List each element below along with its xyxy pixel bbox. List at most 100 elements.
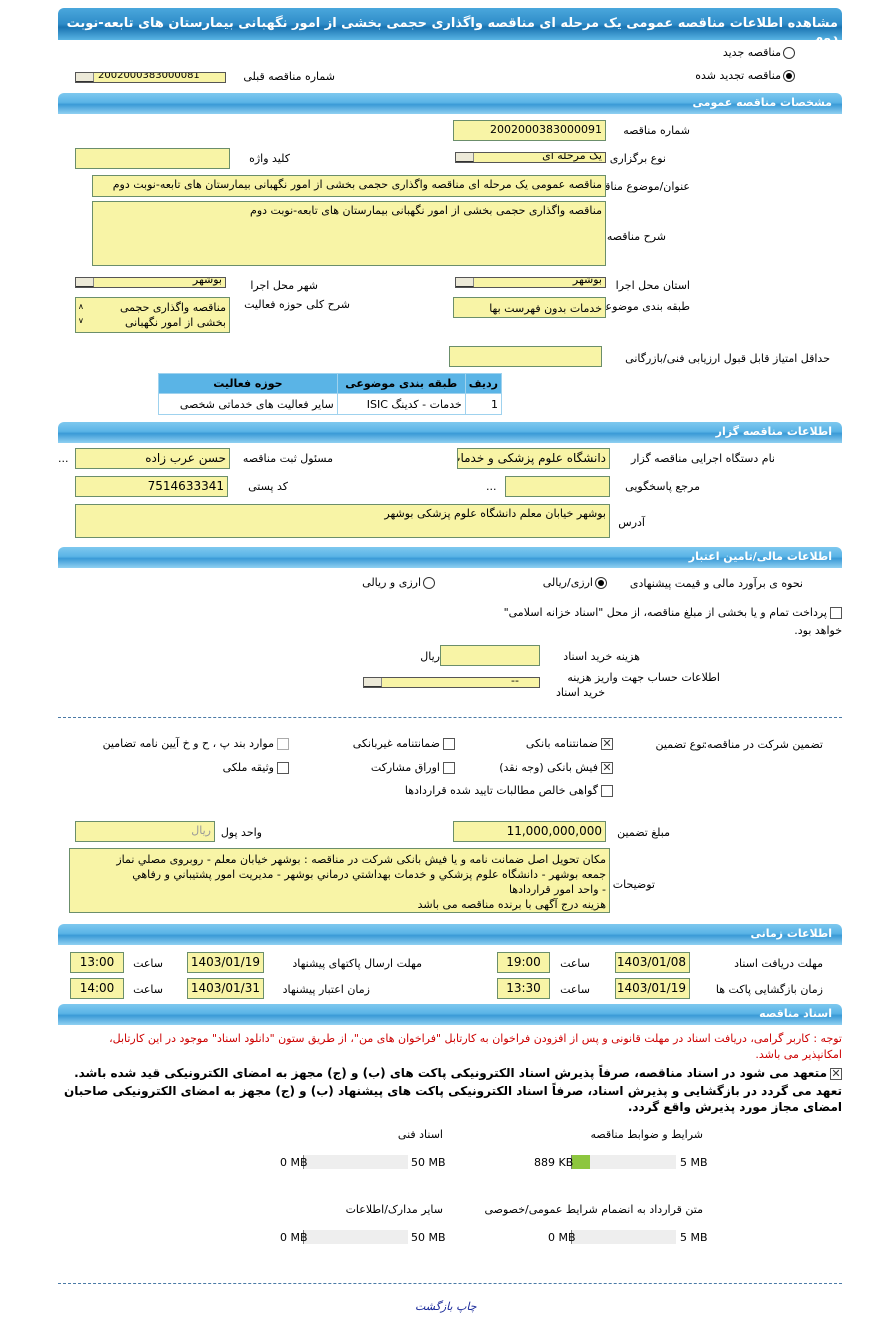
estimate-label: نحوه ی برآورد مالی و قیمت پیشنهادی [629, 577, 803, 590]
page-title: مشاهده اطلاعات مناقصه عمومی یک مرحله ای … [58, 8, 842, 46]
guarantee-option[interactable]: اوراق مشارکت [371, 761, 455, 774]
send-label: مهلت ارسال پاکتهای پیشنهاد [292, 957, 422, 970]
subject-field[interactable]: مناقصه عمومی یک مرحله ای مناقصه واگذاری … [92, 175, 606, 197]
validity-date[interactable]: 1403/01/31 [187, 978, 264, 999]
tender-number-field[interactable]: 2002000383000091 [453, 120, 606, 141]
table-header-row: ردیف طبقه بندی موضوعی حوزه فعالیت [158, 373, 503, 394]
address-textarea[interactable]: بوشهر خیابان معلم دانشگاه علوم پزشکی بوش… [75, 504, 610, 538]
doc-cost-field[interactable] [440, 645, 540, 666]
postal-field[interactable]: 7514633341 [75, 476, 228, 497]
guarantee-option[interactable]: گواهی خالص مطالبات تایید شده قراردادها [405, 784, 613, 797]
guarantee-type-label: نوع تضمین [655, 738, 705, 751]
account-select[interactable]: -- [363, 677, 540, 688]
dropdown-button-icon[interactable] [364, 678, 382, 687]
open-time[interactable]: 13:30 [497, 978, 550, 999]
footer-divider [58, 1283, 842, 1284]
checkbox-checked-icon[interactable]: ✕ [601, 737, 613, 750]
activity-desc-listbox[interactable]: مناقصه واگذاری حجمی بخشی از امور نگهبانی… [75, 297, 230, 333]
doc-receive-label: مهلت دریافت اسناد [734, 957, 823, 970]
file-progress-bar [571, 1155, 676, 1169]
keyword-field[interactable] [75, 148, 230, 169]
responsible-more-button[interactable]: ... [58, 452, 69, 465]
radio-new-tender[interactable]: مناقصه جدید [723, 46, 795, 59]
checkbox-disabled-icon[interactable] [277, 738, 289, 750]
description-textarea[interactable]: مناقصه واگذاری حجمی بخشی از امور نگهبانی… [92, 201, 606, 266]
file-size: 889 KB [534, 1156, 574, 1169]
guarantee-option[interactable]: ✕فیش بانکی (وجه نقد) [499, 761, 613, 774]
province-select[interactable]: بوشهر [455, 277, 606, 288]
description-label: شرح مناقصه [606, 230, 666, 243]
keyword-label: کلید واژه [249, 152, 290, 165]
file-progress-bar [303, 1230, 408, 1244]
reference-label: مرجع پاسخگویی [625, 480, 700, 493]
section-organizer-header: اطلاعات مناقصه گزار [58, 422, 842, 443]
holding-type-select[interactable]: یک مرحله ای [455, 152, 606, 163]
radio-icon[interactable] [783, 47, 795, 59]
prev-number-select[interactable]: 2002000383000081 [75, 72, 226, 83]
hour-label: ساعت [560, 957, 590, 970]
amount-field[interactable]: 11,000,000,000 [453, 821, 606, 842]
checkbox-icon[interactable] [443, 762, 455, 774]
dropdown-button-icon[interactable] [456, 153, 474, 162]
send-date[interactable]: 1403/01/19 [187, 952, 264, 973]
radio-icon[interactable] [423, 577, 435, 589]
section-documents-header: اسناد مناقصه [58, 1004, 842, 1025]
dropdown-button-icon[interactable] [76, 278, 94, 287]
hour-label: ساعت [133, 983, 163, 996]
account-label-2: خرید اسناد [555, 686, 605, 699]
min-score-field[interactable] [449, 346, 602, 367]
file-progress-bar [571, 1230, 676, 1244]
scroll-arrows-icon[interactable]: ∧ ∨ [78, 302, 84, 325]
col-row: ردیف [464, 373, 503, 394]
reference-field[interactable] [505, 476, 610, 497]
radio-rial[interactable]: ارزی/ریالی [543, 576, 607, 589]
holding-type-label: نوع برگزاری [609, 152, 666, 165]
notes-textarea[interactable]: مکان تحویل اصل ضمانت نامه و یا فیش بانکی… [69, 848, 610, 913]
checkbox-checked-icon[interactable]: ✕ [601, 761, 613, 774]
prev-number-label: شماره مناقصه قبلی [243, 70, 335, 83]
checkbox-icon[interactable] [830, 607, 842, 619]
open-date[interactable]: 1403/01/19 [615, 978, 690, 999]
treasury-text-cont: خواهد بود. [794, 624, 842, 637]
guarantee-option[interactable]: ✕ضمانتنامه بانکی [525, 737, 613, 750]
category-field[interactable]: خدمات بدون فهرست بها [453, 297, 606, 318]
currency-label: ریال [420, 650, 440, 663]
amount-label: مبلغ تضمین [617, 826, 670, 839]
send-time[interactable]: 13:00 [70, 952, 124, 973]
guarantee-option[interactable]: موارد بند پ ، ح و خ آیین نامه تضامین [103, 737, 289, 750]
radio-currency-and-rial[interactable]: ارزی و ریالی [362, 576, 435, 589]
commitment-1[interactable]: ✕متعهد می شود در اسناد مناقصه، صرفاً پذی… [74, 1066, 842, 1080]
validity-time[interactable]: 14:00 [70, 978, 124, 999]
print-link[interactable]: چاپ [456, 1300, 477, 1313]
table-row: 1 خدمات - کدینگ ISIC سایر فعالیت های خدمات… [158, 393, 503, 415]
file-label: متن قرارداد به انضمام شرایط عمومی/خصوصی [484, 1203, 703, 1216]
file-max: 5 MB [680, 1156, 708, 1169]
checkbox-icon[interactable] [443, 738, 455, 750]
treasury-checkbox-row[interactable]: پرداخت تمام و یا بخشی از مبلغ مناقصه، از… [504, 606, 842, 619]
doc-receive-date[interactable]: 1403/01/08 [615, 952, 690, 973]
checkbox-icon[interactable] [601, 785, 613, 797]
doc-receive-time[interactable]: 19:00 [497, 952, 550, 973]
commitment-2: تعهد می گردد در بازگشایی و پذیرش اسناد، … [63, 1084, 842, 1098]
reference-more-button[interactable]: ... [486, 480, 497, 493]
radio-selected-icon[interactable] [595, 577, 607, 589]
city-select[interactable]: بوشهر [75, 277, 226, 288]
org-field[interactable]: دانشگاه علوم پزشکی و خدمات [457, 448, 610, 469]
unit-field[interactable]: ریال [75, 821, 215, 842]
responsible-field[interactable]: حسن عرب زاده [75, 448, 230, 469]
dropdown-button-icon[interactable] [456, 278, 474, 287]
file-size: 0 MB [280, 1231, 308, 1244]
radio-selected-icon[interactable] [783, 70, 795, 82]
guarantee-option[interactable]: وثیقه ملکی [223, 761, 289, 774]
guarantee-option[interactable]: ضمانتنامه غیربانکی [353, 737, 455, 750]
hour-label: ساعت [133, 957, 163, 970]
back-link[interactable]: بازگشت [415, 1300, 453, 1313]
checkbox-checked-icon[interactable]: ✕ [830, 1066, 842, 1080]
radio-renewed-tender[interactable]: مناقصه تجدید شده [695, 69, 795, 82]
file-label: شرایط و ضوابط مناقصه [590, 1128, 704, 1141]
dropdown-button-icon[interactable] [76, 73, 94, 82]
activity-desc-label: شرح کلی حوزه فعالیت [244, 298, 350, 311]
commitment-3: امضای مجاز مورد پذیرش واقع گردد. [627, 1100, 842, 1114]
footer-links: چاپ بازگشت [415, 1300, 477, 1313]
checkbox-icon[interactable] [277, 762, 289, 774]
